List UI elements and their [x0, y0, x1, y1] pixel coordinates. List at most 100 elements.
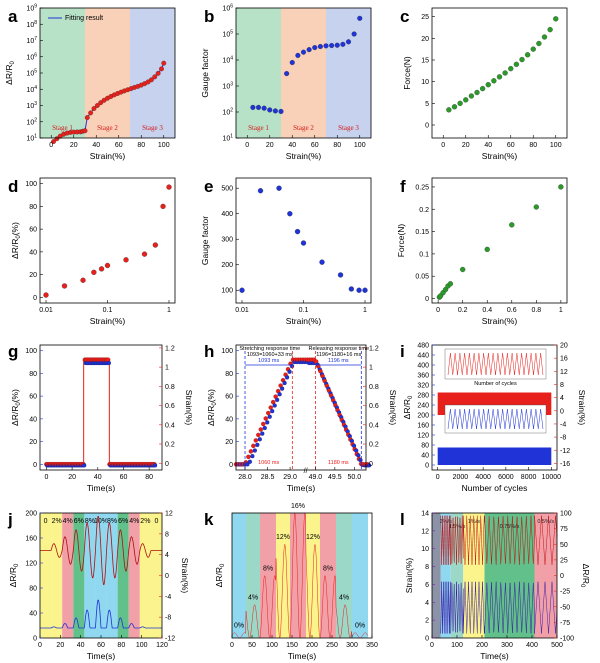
panel-a-ytick-label: 105	[26, 69, 37, 78]
panel-h-ytick-label: 0	[229, 462, 233, 469]
panel-h-red-point	[266, 410, 271, 416]
panel-a-ylabel: ΔR/R0	[4, 61, 16, 85]
panel-label-h: h	[204, 342, 214, 361]
panel-a-stage-label: Stage 1	[52, 124, 73, 132]
panel-k-segment-band	[290, 513, 306, 638]
panel-l-rate-label: 0.75%/s	[500, 524, 520, 530]
panel-e-ytick-label: 500	[221, 186, 233, 193]
panel-g-ytick-label: 40	[29, 416, 37, 423]
panel-d-point	[160, 203, 166, 210]
panel-h-ytick-label: 100	[221, 348, 233, 355]
panel-h-xtick-label: 28.5	[261, 474, 275, 481]
panel-b-xtick-label: 60	[311, 142, 319, 149]
panel-a-stage-band	[130, 8, 175, 138]
panel-k-xtick-label: 150	[286, 642, 298, 649]
panel-h-annotation: 1196=1180+16 ms	[316, 352, 361, 358]
panel-h-blue-point	[354, 448, 359, 453]
panel-h-blue-point	[275, 397, 280, 402]
panel-h-annotation: 1093 ms	[258, 358, 279, 364]
panel-l-y2tick-label: 50	[560, 542, 568, 549]
panel-h-blue-point	[255, 442, 260, 447]
panel-i-ylabel2: Strain(%)	[577, 390, 587, 426]
panel-j-xtick-label: 20	[56, 642, 64, 649]
panel-h-annotation: Releasing response time	[308, 346, 369, 352]
panel-i-ytick-label: 80	[421, 443, 429, 450]
panel-h-red-point	[256, 432, 261, 438]
panel-b-point	[323, 43, 329, 49]
panel-f-xtick-label: 0.8	[531, 307, 541, 314]
panel-f-ytick-label: 0	[425, 296, 429, 303]
panel-b-stage-label: Stage 3	[338, 124, 359, 132]
panel-j-y2tick-label: -8	[165, 615, 171, 622]
panel-b-point	[300, 49, 307, 55]
panel-g-chart: 0 20 40 60 80 0 20 40 60 80 100 0 0.2 0.4 0.6 0.8 1 1.2 Ti…	[10, 344, 194, 493]
panel-c-xlabel: Strain(%)	[482, 151, 518, 161]
panel-f-ylabel: Force(N)	[396, 224, 406, 258]
panel-l-xtick-label: 500	[551, 642, 563, 649]
panel-l-ytick-label: 0	[425, 636, 429, 643]
panel-a-xtick-label: 0	[49, 142, 53, 149]
panel-b-point	[272, 108, 278, 114]
panel-j-chart: 0 2% 4% 6% 8% 10% 8% 6% 4% 2% 00 20 40 60 80 100 1200408…	[8, 511, 190, 662]
panel-b-point	[351, 31, 357, 37]
panel-b-point	[289, 59, 295, 66]
panel-l-ylabel: Strain(%)	[404, 558, 414, 594]
panel-l-strain-line	[440, 581, 558, 634]
panel-j-resistance-line	[40, 599, 162, 629]
panel-j-ytick-label: 160	[25, 536, 37, 543]
panel-b-point	[255, 104, 262, 110]
panel-g-blue-point	[106, 360, 111, 366]
panel-b-ytick-label: 103	[222, 82, 233, 91]
panel-a-point	[155, 70, 161, 76]
panel-a-xtick-label: 60	[115, 142, 123, 149]
panel-a-stage-label: Stage 3	[142, 124, 163, 132]
panel-label-a: a	[8, 7, 18, 26]
panel-h-blue-point	[257, 437, 262, 442]
panel-b-ytick-label: 101	[222, 134, 233, 143]
panel-h-annotation: 1093=1060+33 ms	[247, 352, 293, 358]
panel-label-e: e	[204, 177, 213, 196]
panel-d-xtick-label: 1	[167, 307, 171, 314]
panel-b-stage-label: Stage 2	[293, 124, 314, 132]
panel-h-axis-break: //	[304, 468, 308, 475]
panel-a-stage-label: Stage 2	[97, 124, 118, 132]
panel-i-ytick-label: 120	[417, 433, 429, 440]
panel-a-point	[148, 77, 154, 83]
panel-c-point	[496, 74, 503, 80]
panel-h-ylabel2: Strain(%)	[388, 390, 398, 426]
panel-h-red-point	[253, 438, 259, 443]
panel-h-y2tick-label: 0.4	[369, 422, 379, 429]
panel-i-ytick-label: 320	[417, 383, 429, 390]
panel-f-ytick-label: 0.15	[415, 229, 429, 236]
panel-b-point	[306, 47, 312, 53]
panel-j-y2tick-label: 4	[165, 552, 169, 559]
panel-b-ytick-label: 105	[222, 30, 233, 39]
panel-b-point	[284, 71, 290, 77]
panel-d-xtick-label: 0.1	[103, 307, 113, 314]
panel-c-ytick-label: 10	[421, 79, 429, 86]
panel-a-point	[54, 136, 60, 142]
panel-k-xtick-label: 50	[248, 642, 256, 649]
panel-j-xtick-label: 120	[156, 642, 168, 649]
panel-i-y2tick-label: 12	[560, 369, 568, 376]
panel-i-xtick-label: 2000	[453, 474, 469, 481]
panel-b-ylabel: Gauge factor	[200, 48, 210, 97]
panel-a-point	[94, 103, 100, 108]
panel-a-ytick-label: 106	[26, 52, 37, 61]
panel-f-ytick-label: 0.2	[419, 207, 429, 214]
panel-k-segment-band	[320, 513, 336, 638]
panel-l-y2tick-label: -100	[560, 636, 574, 643]
panel-e-point	[276, 185, 282, 191]
panel-h-blue-point	[252, 448, 257, 453]
panel-i-y2tick-label: 20	[560, 343, 568, 350]
panel-i-inset-xlabel: Number of cycles	[474, 381, 517, 387]
panel-e-point	[257, 188, 264, 194]
panel-c-xtick-label: 100	[550, 142, 562, 149]
panel-l-ytick-label: 2	[425, 618, 429, 625]
panel-h-annotation: 1180 ms	[328, 460, 349, 466]
panel-l-y2tick-label: 75	[560, 526, 568, 533]
panel-j-y2tick-label: -4	[165, 594, 171, 601]
panel-f-xtick-label: 0.2	[458, 307, 468, 314]
panel-b-chart: Stage 1 Stage 2 Stage 3 0 20 40 60 80 100 101 102 1…	[200, 4, 372, 161]
